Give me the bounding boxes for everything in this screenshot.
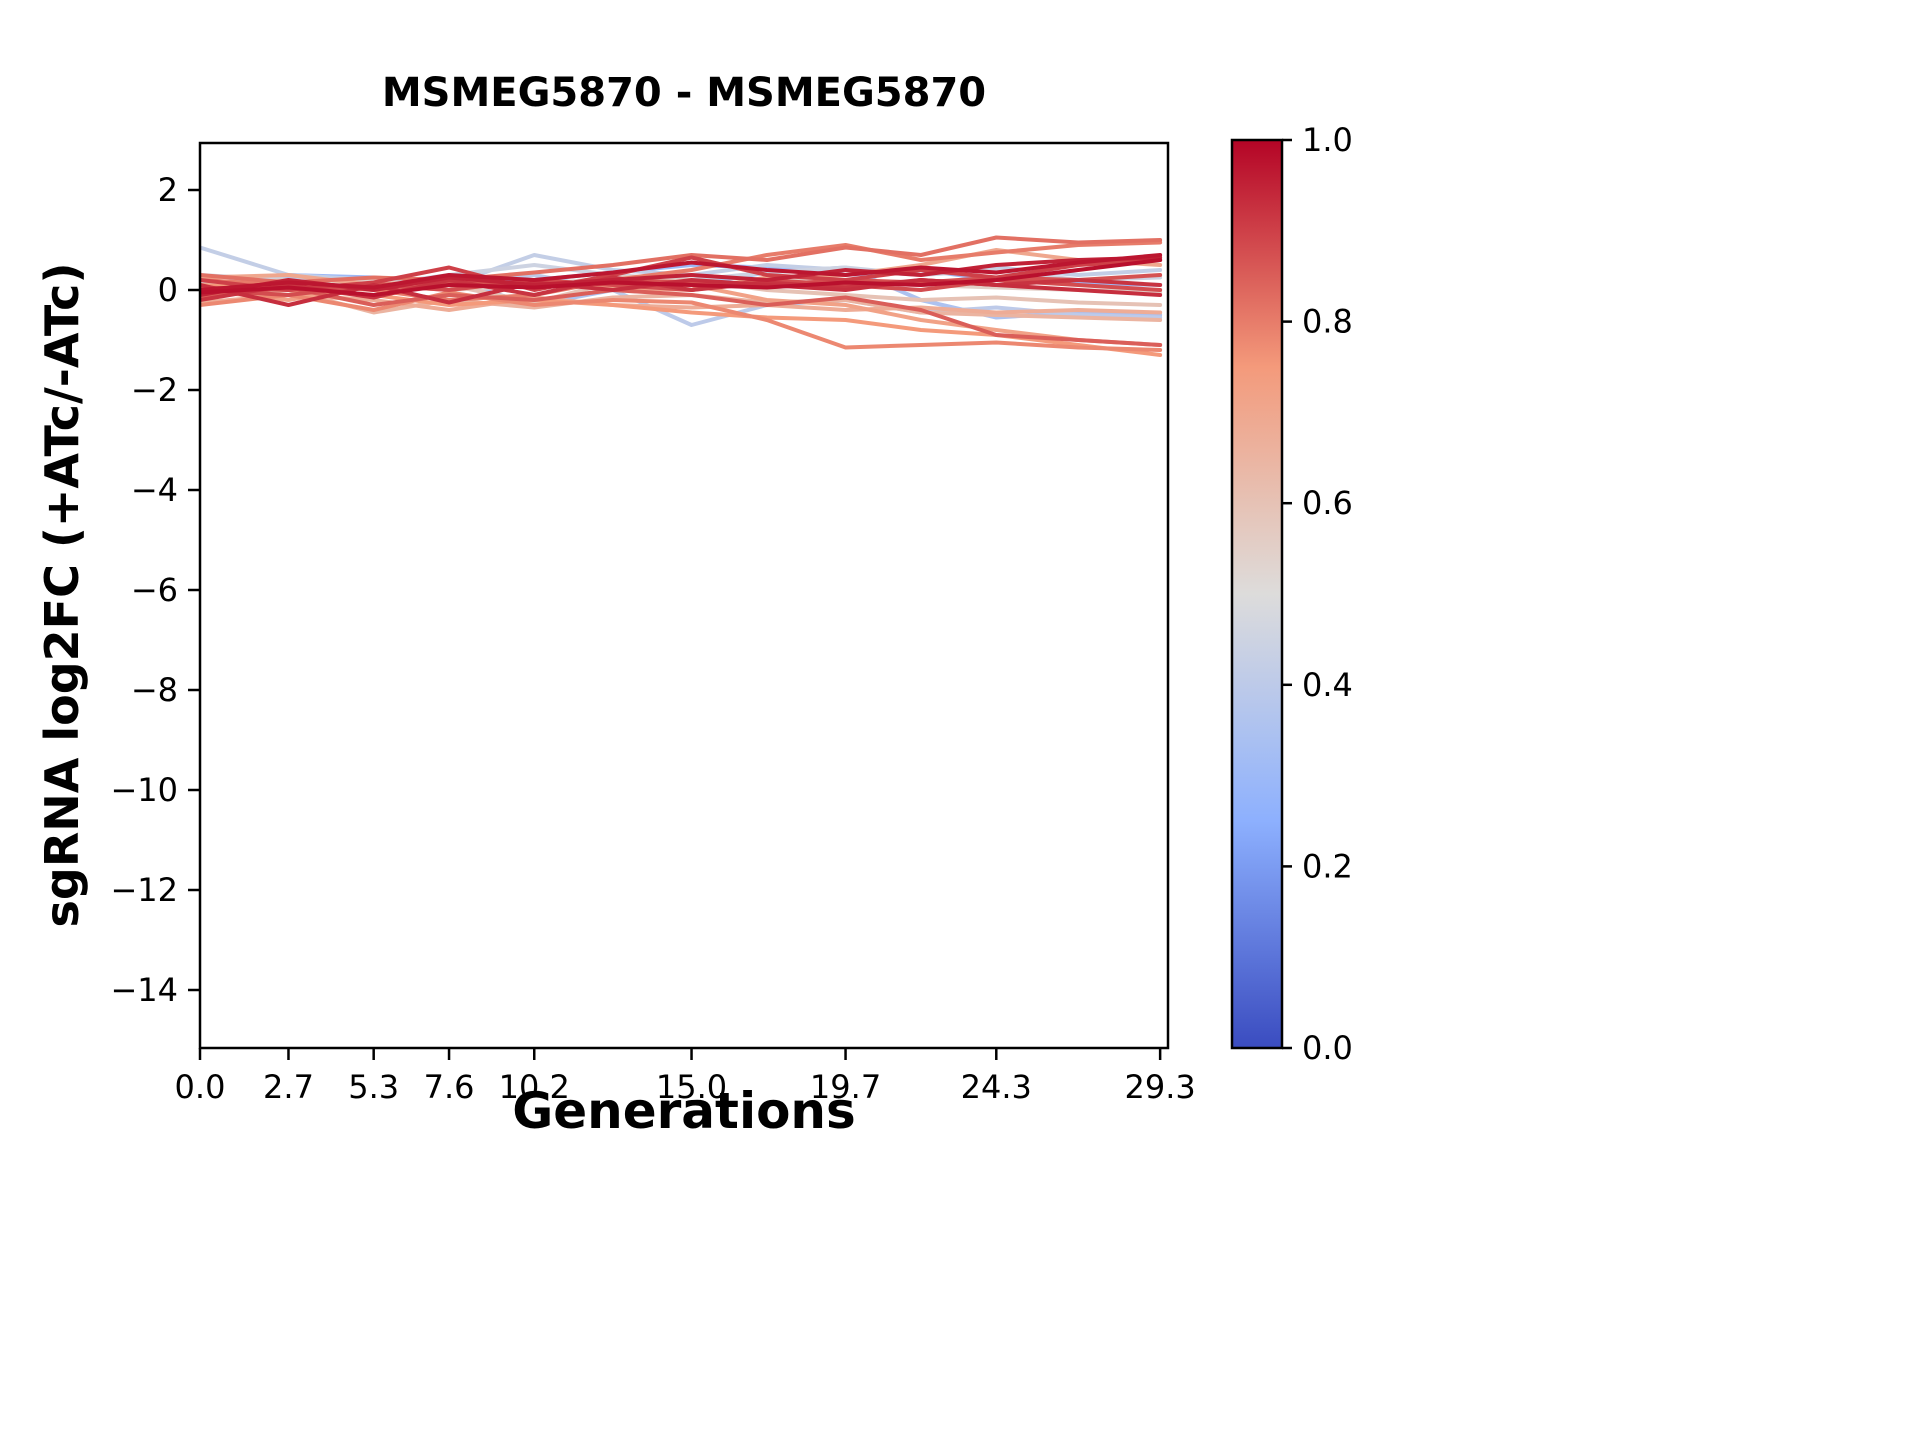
colorbar: [1232, 140, 1282, 1048]
series-line: [200, 278, 1163, 307]
x-tick-label: 7.6: [424, 1068, 475, 1106]
series-line: [200, 253, 1163, 292]
colorbar-tick-label: 0.8: [1302, 303, 1353, 341]
series-line: [200, 235, 1163, 285]
series-line: [200, 258, 1163, 297]
x-tick-label: 5.3: [348, 1068, 399, 1106]
axes-box: [198, 141, 1170, 1050]
series-line: [200, 285, 1163, 347]
colorbar-tick-label: 0.0: [1302, 1029, 1353, 1067]
colorbar-tick-label: 0.6: [1302, 484, 1353, 522]
series-line: [200, 293, 1163, 315]
x-tick-label: 29.3: [1125, 1068, 1196, 1106]
series-line: [200, 255, 1163, 297]
colorbar-outline: [1230, 138, 1284, 1050]
y-tick-label: 2: [158, 171, 178, 209]
x-tick-label: 10.2: [499, 1068, 570, 1106]
x-tick-label: 24.3: [961, 1068, 1032, 1106]
chart-title: MSMEG5870 - MSMEG5870: [381, 70, 987, 116]
x-tick-label: 15.0: [656, 1068, 727, 1106]
y-tick-label: −10: [110, 771, 178, 809]
y-tick-label: −4: [131, 471, 178, 509]
x-tick-label: 19.7: [810, 1068, 881, 1106]
y-tick-label: −2: [131, 371, 178, 409]
y-tick-label: −12: [110, 871, 178, 909]
colorbar-tick-label: 0.2: [1302, 847, 1353, 885]
colorbar-tick-label: 1.0: [1302, 121, 1353, 159]
y-tick-label: −14: [110, 971, 178, 1009]
y-tick-label: −8: [131, 671, 178, 709]
colorbar-tick-label: 0.4: [1302, 666, 1353, 704]
y-tick-label: 0: [158, 271, 178, 309]
series-group: [200, 235, 1163, 357]
series-line: [200, 255, 1163, 292]
series-line: [200, 290, 1163, 352]
y-tick-label: −6: [131, 571, 178, 609]
x-axis-label: Generations: [512, 1082, 856, 1140]
x-tick-label: 0.0: [175, 1068, 226, 1106]
x-tick-label: 2.7: [263, 1068, 314, 1106]
